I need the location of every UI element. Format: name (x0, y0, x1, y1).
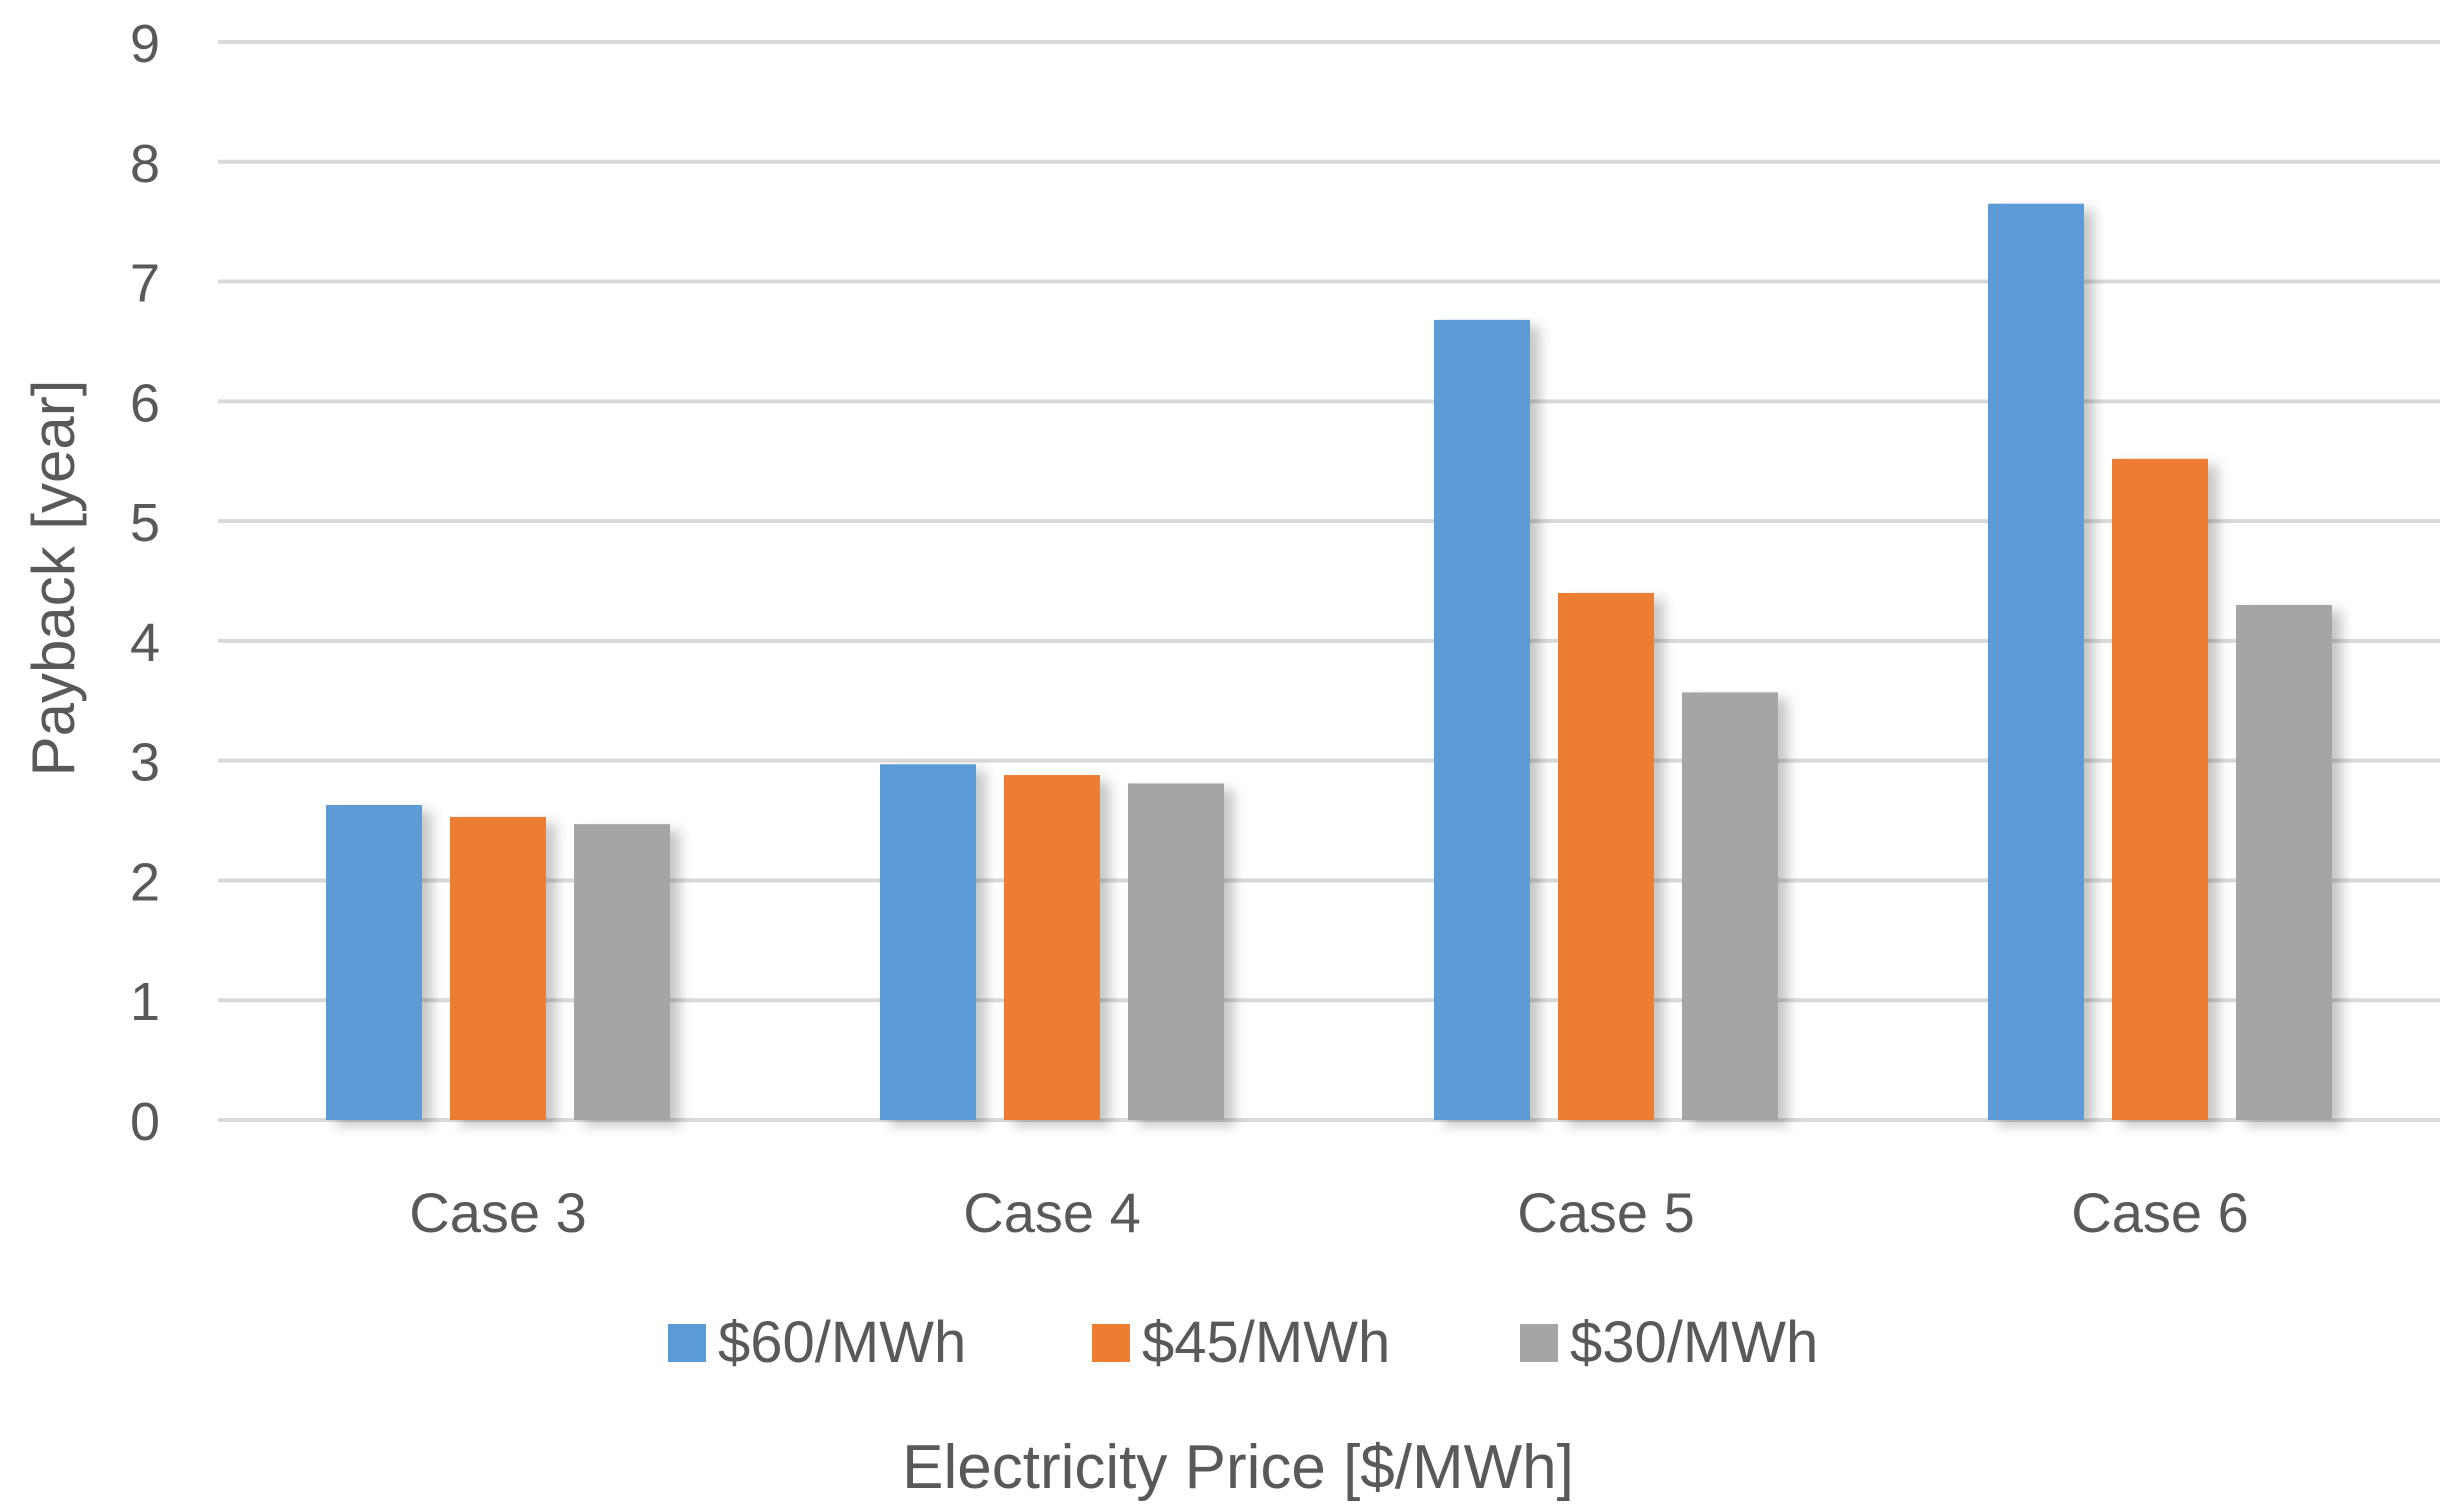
y-tick-label-3: 3 (130, 733, 160, 793)
y-axis-ticks: 0 1 2 3 4 5 6 7 8 9 (130, 14, 160, 1152)
y-tick-label-8: 8 (130, 134, 160, 194)
legend-label-60-mwh: $60/MWh (718, 1310, 966, 1375)
bar-case-4-30-mwh (1128, 783, 1224, 1120)
bar-case-6-45-mwh (2112, 458, 2208, 1120)
y-tick-label-5: 5 (130, 493, 160, 553)
x-tick-label-case-3: Case 3 (409, 1181, 586, 1244)
y-tick-label-2: 2 (130, 852, 160, 912)
legend-swatch-45-mwh (1092, 1324, 1130, 1362)
y-tick-label-4: 4 (130, 613, 160, 673)
bars (326, 203, 2332, 1121)
bar-case-5-45-mwh (1558, 592, 1654, 1120)
legend-swatch-30-mwh (1520, 1324, 1558, 1362)
bar-case-6-30-mwh (2236, 604, 2332, 1120)
x-tick-label-case-6: Case 6 (2071, 1181, 2248, 1244)
y-tick-label-7: 7 (130, 254, 160, 314)
legend: $60/MWh $45/MWh $30/MWh (668, 1310, 1818, 1375)
y-tick-label-0: 0 (130, 1092, 160, 1152)
x-tick-label-case-4: Case 4 (963, 1181, 1140, 1244)
gridlines (218, 40, 2440, 1122)
bar-case-3-45-mwh (450, 816, 546, 1120)
bar-case-5-60-mwh (1434, 319, 1530, 1121)
y-tick-label-6: 6 (130, 373, 160, 433)
bar-case-5-30-mwh (1682, 692, 1778, 1120)
x-tick-label-case-5: Case 5 (1517, 1181, 1694, 1244)
bar-case-3-60-mwh (326, 804, 422, 1120)
bar-case-3-30-mwh (574, 824, 670, 1120)
legend-swatch-60-mwh (668, 1324, 706, 1362)
bar-case-4-60-mwh (880, 764, 976, 1120)
y-tick-label-9: 9 (130, 14, 160, 74)
bar-case-4-45-mwh (1004, 775, 1100, 1120)
legend-label-30-mwh: $30/MWh (1570, 1310, 1818, 1375)
x-axis-ticks: Case 3 Case 4 Case 5 Case 6 (409, 1181, 2248, 1244)
legend-label-45-mwh: $45/MWh (1142, 1310, 1390, 1375)
y-tick-label-1: 1 (130, 972, 160, 1032)
y-axis-title: Payback [year] (20, 380, 87, 777)
bar-case-6-60-mwh (1988, 203, 2084, 1120)
x-axis-title: Electricity Price [$/MWh] (902, 1433, 1574, 1502)
